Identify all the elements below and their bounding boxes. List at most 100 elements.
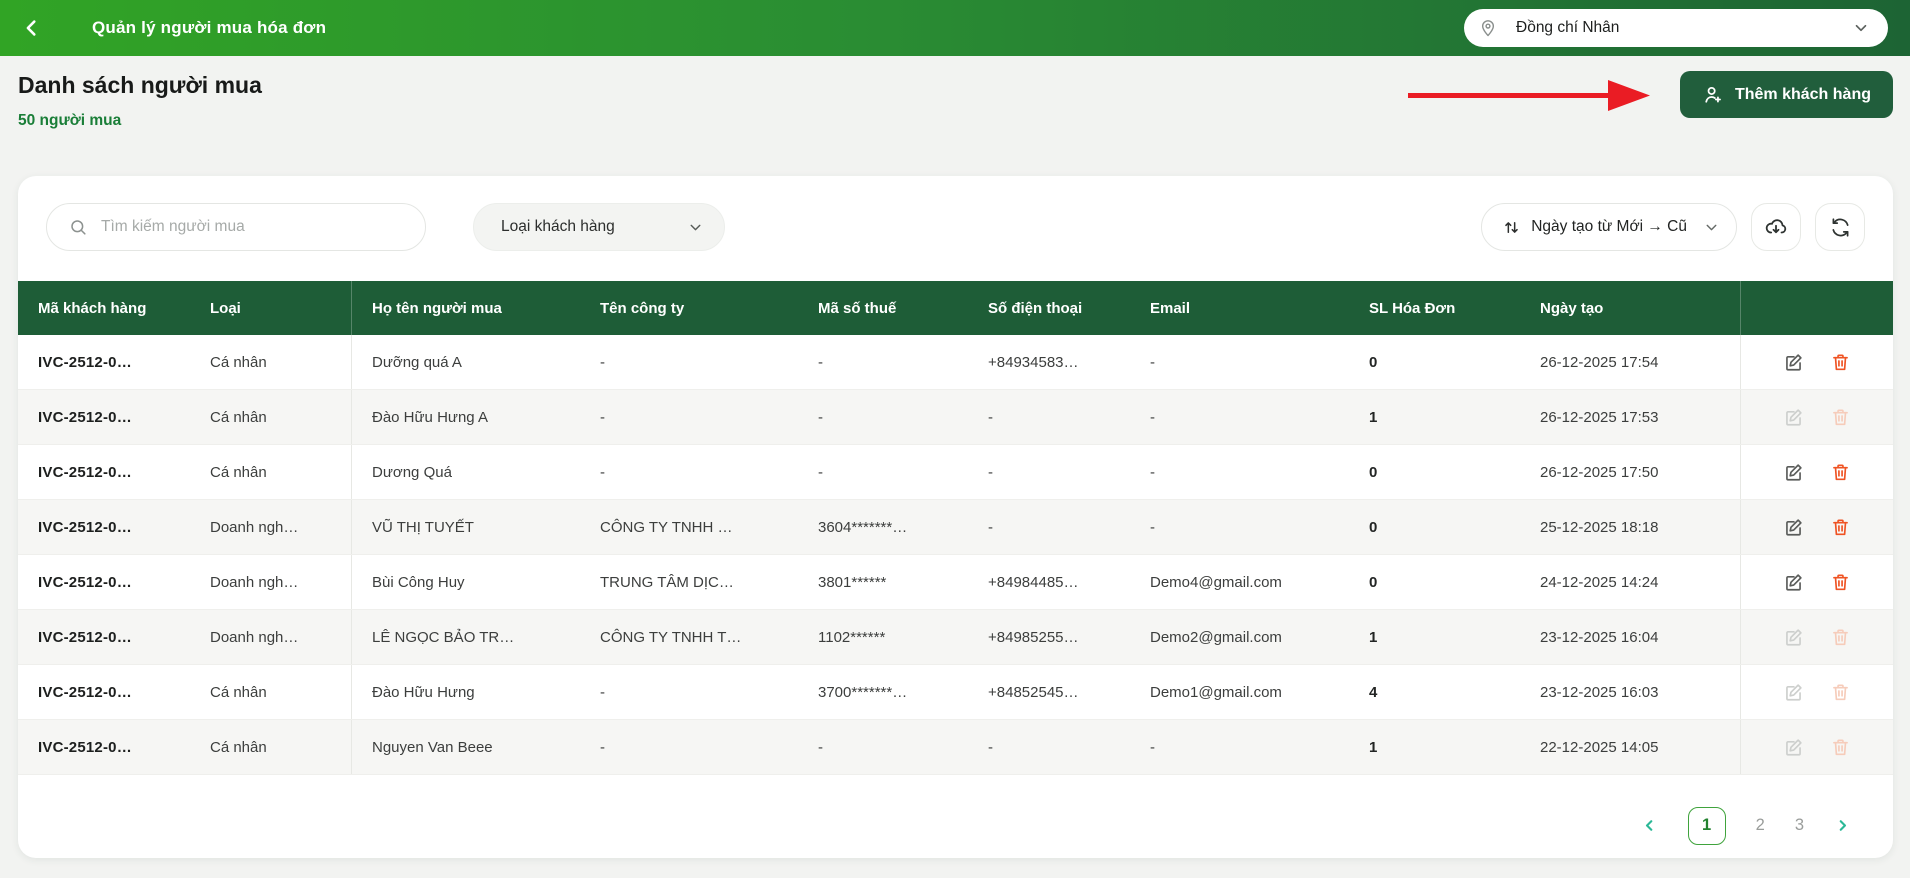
table-row: IVC-2512-0… Doanh ngh… Bùi Công Huy TRUNG T… [18, 555, 1893, 610]
cell-code: IVC-2512-0… [38, 738, 132, 756]
table-header-row: Mã khách hàng Loại Họ tên người mua Tên côn… [18, 281, 1893, 335]
edit-icon [1786, 408, 1802, 426]
cell-invoices: 1 [1369, 738, 1378, 756]
cell-invoices: 4 [1369, 683, 1378, 701]
cell-company: - [600, 408, 605, 426]
trash-icon [1833, 353, 1848, 370]
cell-type: Cá nhân [190, 445, 352, 499]
back-button[interactable] [18, 14, 46, 42]
cell-name: LÊ NGỌC BẢO TR… [372, 628, 515, 646]
refresh-icon [1831, 217, 1849, 237]
trash-icon [1833, 628, 1848, 645]
table-row: IVC-2512-0… Cá nhân Đào Hữu Hưng A - - - - 1 26-… [18, 390, 1893, 445]
cell-email: Demo4@gmail.com [1150, 573, 1282, 591]
delete-button[interactable] [1830, 462, 1851, 483]
edit-icon [1786, 463, 1802, 481]
cell-company: TRUNG TÂM DỊC… [600, 573, 734, 591]
cell-invoices: 0 [1369, 573, 1378, 591]
edit-button[interactable] [1783, 352, 1804, 373]
delete-button[interactable] [1830, 352, 1851, 373]
cell-created: 26-12-2025 17:53 [1540, 408, 1659, 426]
cell-type: Cá nhân [190, 390, 352, 444]
cell-phone: - [988, 408, 993, 426]
trash-icon [1833, 518, 1848, 535]
delete-button[interactable] [1830, 627, 1851, 648]
edit-button[interactable] [1783, 572, 1804, 593]
cell-code: IVC-2512-0… [38, 683, 132, 701]
delete-button[interactable] [1830, 737, 1851, 758]
branch-selector[interactable]: Đồng chí Nhân [1464, 9, 1888, 47]
delete-button[interactable] [1830, 407, 1851, 428]
table-toolbar: Loại khách hàng Ngày tạo từ Mới → Cũ [46, 203, 1865, 251]
cell-name: Nguyen Van Beee [372, 738, 493, 756]
page-button-2[interactable]: 2 [1755, 816, 1765, 834]
cell-name: Dưỡng quá A [372, 353, 462, 371]
trash-icon [1833, 408, 1848, 425]
chevron-down-icon [687, 219, 704, 236]
edit-button[interactable] [1783, 462, 1804, 483]
edit-icon [1786, 628, 1802, 646]
customer-type-filter-label: Loại khách hàng [501, 218, 615, 235]
search-input[interactable] [101, 218, 401, 236]
cell-phone: - [988, 518, 993, 536]
cell-code: IVC-2512-0… [38, 408, 132, 426]
app-header: Quản lý người mua hóa đơn Đồng chí Nhân [0, 0, 1910, 56]
previous-page-button[interactable] [1641, 817, 1658, 834]
cell-email: Demo1@gmail.com [1150, 683, 1282, 701]
column-header: Email [1150, 299, 1191, 317]
cell-code: IVC-2512-0… [38, 353, 132, 371]
cell-tax: - [818, 353, 823, 371]
table-row: IVC-2512-0… Cá nhân Đào Hữu Hưng - 3700*****… [18, 665, 1893, 720]
cell-company: - [600, 353, 605, 371]
table-row: IVC-2512-0… Doanh ngh… VŨ THỊ TUYẾT CÔNG TY… [18, 500, 1893, 555]
edit-button[interactable] [1783, 682, 1804, 703]
add-customer-button[interactable]: Thêm khách hàng [1679, 71, 1893, 118]
cell-created: 22-12-2025 14:05 [1540, 738, 1659, 756]
cell-email: - [1150, 353, 1155, 371]
row-actions [1740, 335, 1893, 389]
cell-code: IVC-2512-0… [38, 628, 132, 646]
export-button[interactable] [1751, 203, 1801, 251]
page-button-1[interactable]: 1 [1687, 806, 1726, 845]
refresh-button[interactable] [1815, 203, 1865, 251]
cell-tax: 3700*******… [818, 683, 908, 701]
trash-icon [1833, 573, 1848, 590]
chevron-down-icon [1703, 219, 1720, 236]
sort-dropdown[interactable]: Ngày tạo từ Mới → Cũ [1481, 203, 1737, 251]
edit-button[interactable] [1783, 517, 1804, 538]
edit-icon [1786, 573, 1802, 591]
delete-button[interactable] [1830, 517, 1851, 538]
edit-icon [1786, 518, 1802, 536]
delete-button[interactable] [1830, 572, 1851, 593]
cell-tax: 3801****** [818, 573, 887, 591]
cell-invoices: 0 [1369, 463, 1378, 481]
cell-created: 24-12-2025 14:24 [1540, 573, 1659, 591]
cell-company: CÔNG TY TNHH … [600, 518, 733, 536]
column-header: Số điện thoại [988, 299, 1083, 317]
cell-name: Đào Hữu Hưng A [372, 408, 488, 426]
cell-tax: - [818, 408, 823, 426]
toolbar-right-group: Ngày tạo từ Mới → Cũ [1481, 203, 1865, 251]
cell-phone: +84985255… [988, 628, 1079, 646]
chevron-down-icon [1852, 19, 1870, 37]
page-button-3[interactable]: 3 [1794, 816, 1804, 834]
buyer-count: 50 người mua [18, 112, 122, 129]
edit-button[interactable] [1783, 737, 1804, 758]
cell-created: 26-12-2025 17:54 [1540, 353, 1659, 371]
delete-button[interactable] [1830, 682, 1851, 703]
column-header: Mã khách hàng [38, 299, 147, 317]
sort-arrows-icon [1502, 218, 1521, 237]
edit-button[interactable] [1783, 407, 1804, 428]
search-icon [69, 218, 88, 237]
search-box [46, 203, 426, 251]
cell-created: 23-12-2025 16:03 [1540, 683, 1659, 701]
next-page-button[interactable] [1834, 817, 1851, 834]
column-header: SL Hóa Đơn [1369, 299, 1456, 317]
cell-tax: 3604*******… [818, 518, 908, 536]
column-header: Mã số thuế [818, 299, 897, 317]
customer-type-filter[interactable]: Loại khách hàng [473, 203, 725, 251]
chevron-left-icon [1645, 820, 1652, 831]
edit-button[interactable] [1783, 627, 1804, 648]
edit-icon [1786, 353, 1802, 371]
table-row: IVC-2512-0… Cá nhân Dương Quá - - - - 0 26-12-20… [18, 445, 1893, 500]
